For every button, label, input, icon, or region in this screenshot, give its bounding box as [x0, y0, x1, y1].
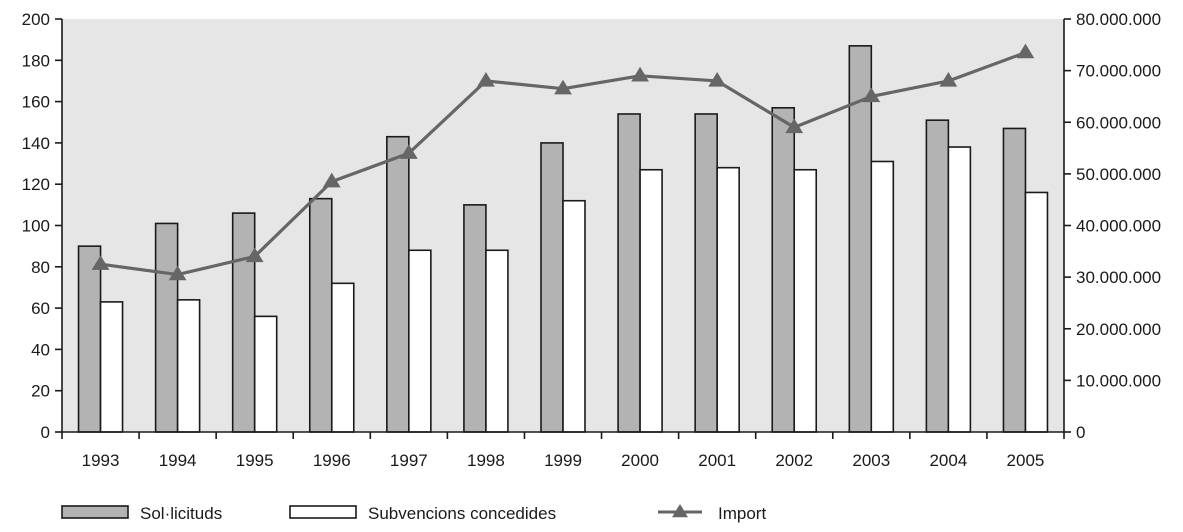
import-marker: [785, 118, 804, 134]
import-marker: [554, 79, 572, 95]
bar-subvencions: [1024, 191, 1049, 433]
bar-sollicituds: [463, 204, 487, 433]
bar-sollicituds: [77, 245, 102, 433]
import-marker: [708, 71, 727, 87]
y2-tick-label: 80.000.000: [1076, 10, 1161, 29]
bar-subvencions: [716, 166, 740, 433]
bar-subvencions: [947, 146, 972, 433]
bar-sollicituds: [771, 106, 796, 433]
y-tick-label: 100: [22, 217, 50, 236]
legend-label-subvencions: Subvencions concedides: [368, 504, 556, 523]
x-tick-label: 2001: [698, 451, 736, 470]
bar-subvencions: [253, 315, 278, 433]
axes-layer: 020406080100120140160180200010.000.00020…: [22, 10, 1161, 470]
legend: Sol·licituds Subvencions concedides Import: [61, 504, 766, 523]
bar-subvencions: [639, 168, 663, 433]
y2-tick-label: 0: [1076, 423, 1085, 442]
bar-sollicituds: [925, 119, 950, 433]
import-marker: [939, 71, 958, 87]
y2-tick-label: 50.000.000: [1076, 165, 1161, 184]
x-tick-label: 2003: [852, 451, 890, 470]
x-tick-label: 1995: [236, 451, 274, 470]
bar-subvencions: [562, 199, 586, 433]
x-tick-label: 1996: [313, 451, 351, 470]
legend-label-import: Import: [718, 504, 766, 523]
bar-subvencions: [870, 160, 895, 433]
y2-tick-label: 40.000.000: [1076, 217, 1161, 236]
bar-sollicituds: [694, 113, 718, 433]
y2-tick-label: 10.000.000: [1076, 371, 1161, 390]
x-tick-label: 1993: [82, 451, 120, 470]
legend-label-sollicituds: Sol·licituds: [140, 504, 222, 523]
bar-sollicituds: [154, 222, 179, 433]
bar-subvencions: [99, 301, 124, 433]
x-tick-label: 1997: [390, 451, 428, 470]
bar-sollicituds: [308, 197, 333, 433]
import-marker: [245, 247, 264, 263]
bar-subvencions: [330, 282, 355, 433]
bar-sollicituds: [540, 142, 564, 433]
import-marker: [1016, 43, 1035, 59]
bar-sollicituds: [1002, 127, 1027, 433]
import-marker: [862, 87, 881, 103]
legend-swatch-sollicituds: [61, 505, 129, 519]
bar-sollicituds: [231, 212, 256, 433]
y-tick-label: 40: [31, 340, 50, 359]
bar-subvencions: [176, 299, 201, 433]
import-marker: [322, 172, 341, 188]
import-marker: [631, 66, 649, 82]
bar-subvencions: [485, 249, 509, 433]
bars-layer: [77, 45, 1049, 433]
x-tick-label: 2002: [775, 451, 813, 470]
legend-marker-import: [672, 504, 688, 518]
y2-tick-label: 20.000.000: [1076, 320, 1161, 339]
y-tick-label: 140: [22, 134, 50, 153]
y-tick-label: 20: [31, 382, 50, 401]
y-tick-label: 80: [31, 258, 50, 277]
import-marker: [477, 71, 495, 87]
y-tick-label: 60: [31, 299, 50, 318]
y2-tick-label: 60.000.000: [1076, 113, 1161, 132]
bar-subvencions: [408, 249, 432, 433]
bar-sollicituds: [617, 113, 641, 433]
bar-subvencions: [793, 168, 818, 433]
import-marker: [168, 265, 187, 281]
import-marker: [91, 255, 110, 270]
y-tick-label: 160: [22, 93, 50, 112]
y-tick-label: 120: [22, 175, 50, 194]
y-tick-label: 200: [22, 10, 50, 29]
y2-tick-label: 30.000.000: [1076, 268, 1161, 287]
x-tick-label: 1998: [467, 451, 505, 470]
line-layer: [91, 43, 1035, 281]
legend-swatch-subvencions: [289, 505, 357, 519]
x-tick-label: 2005: [1007, 451, 1045, 470]
y2-tick-label: 70.000.000: [1076, 62, 1161, 81]
x-tick-label: 2004: [929, 451, 967, 470]
import-marker: [399, 144, 418, 159]
y-tick-label: 180: [22, 51, 50, 70]
x-tick-label: 2000: [621, 451, 659, 470]
bar-sollicituds: [386, 135, 410, 433]
x-tick-label: 1994: [159, 451, 197, 470]
y-tick-label: 0: [41, 423, 50, 442]
x-tick-label: 1999: [544, 451, 582, 470]
